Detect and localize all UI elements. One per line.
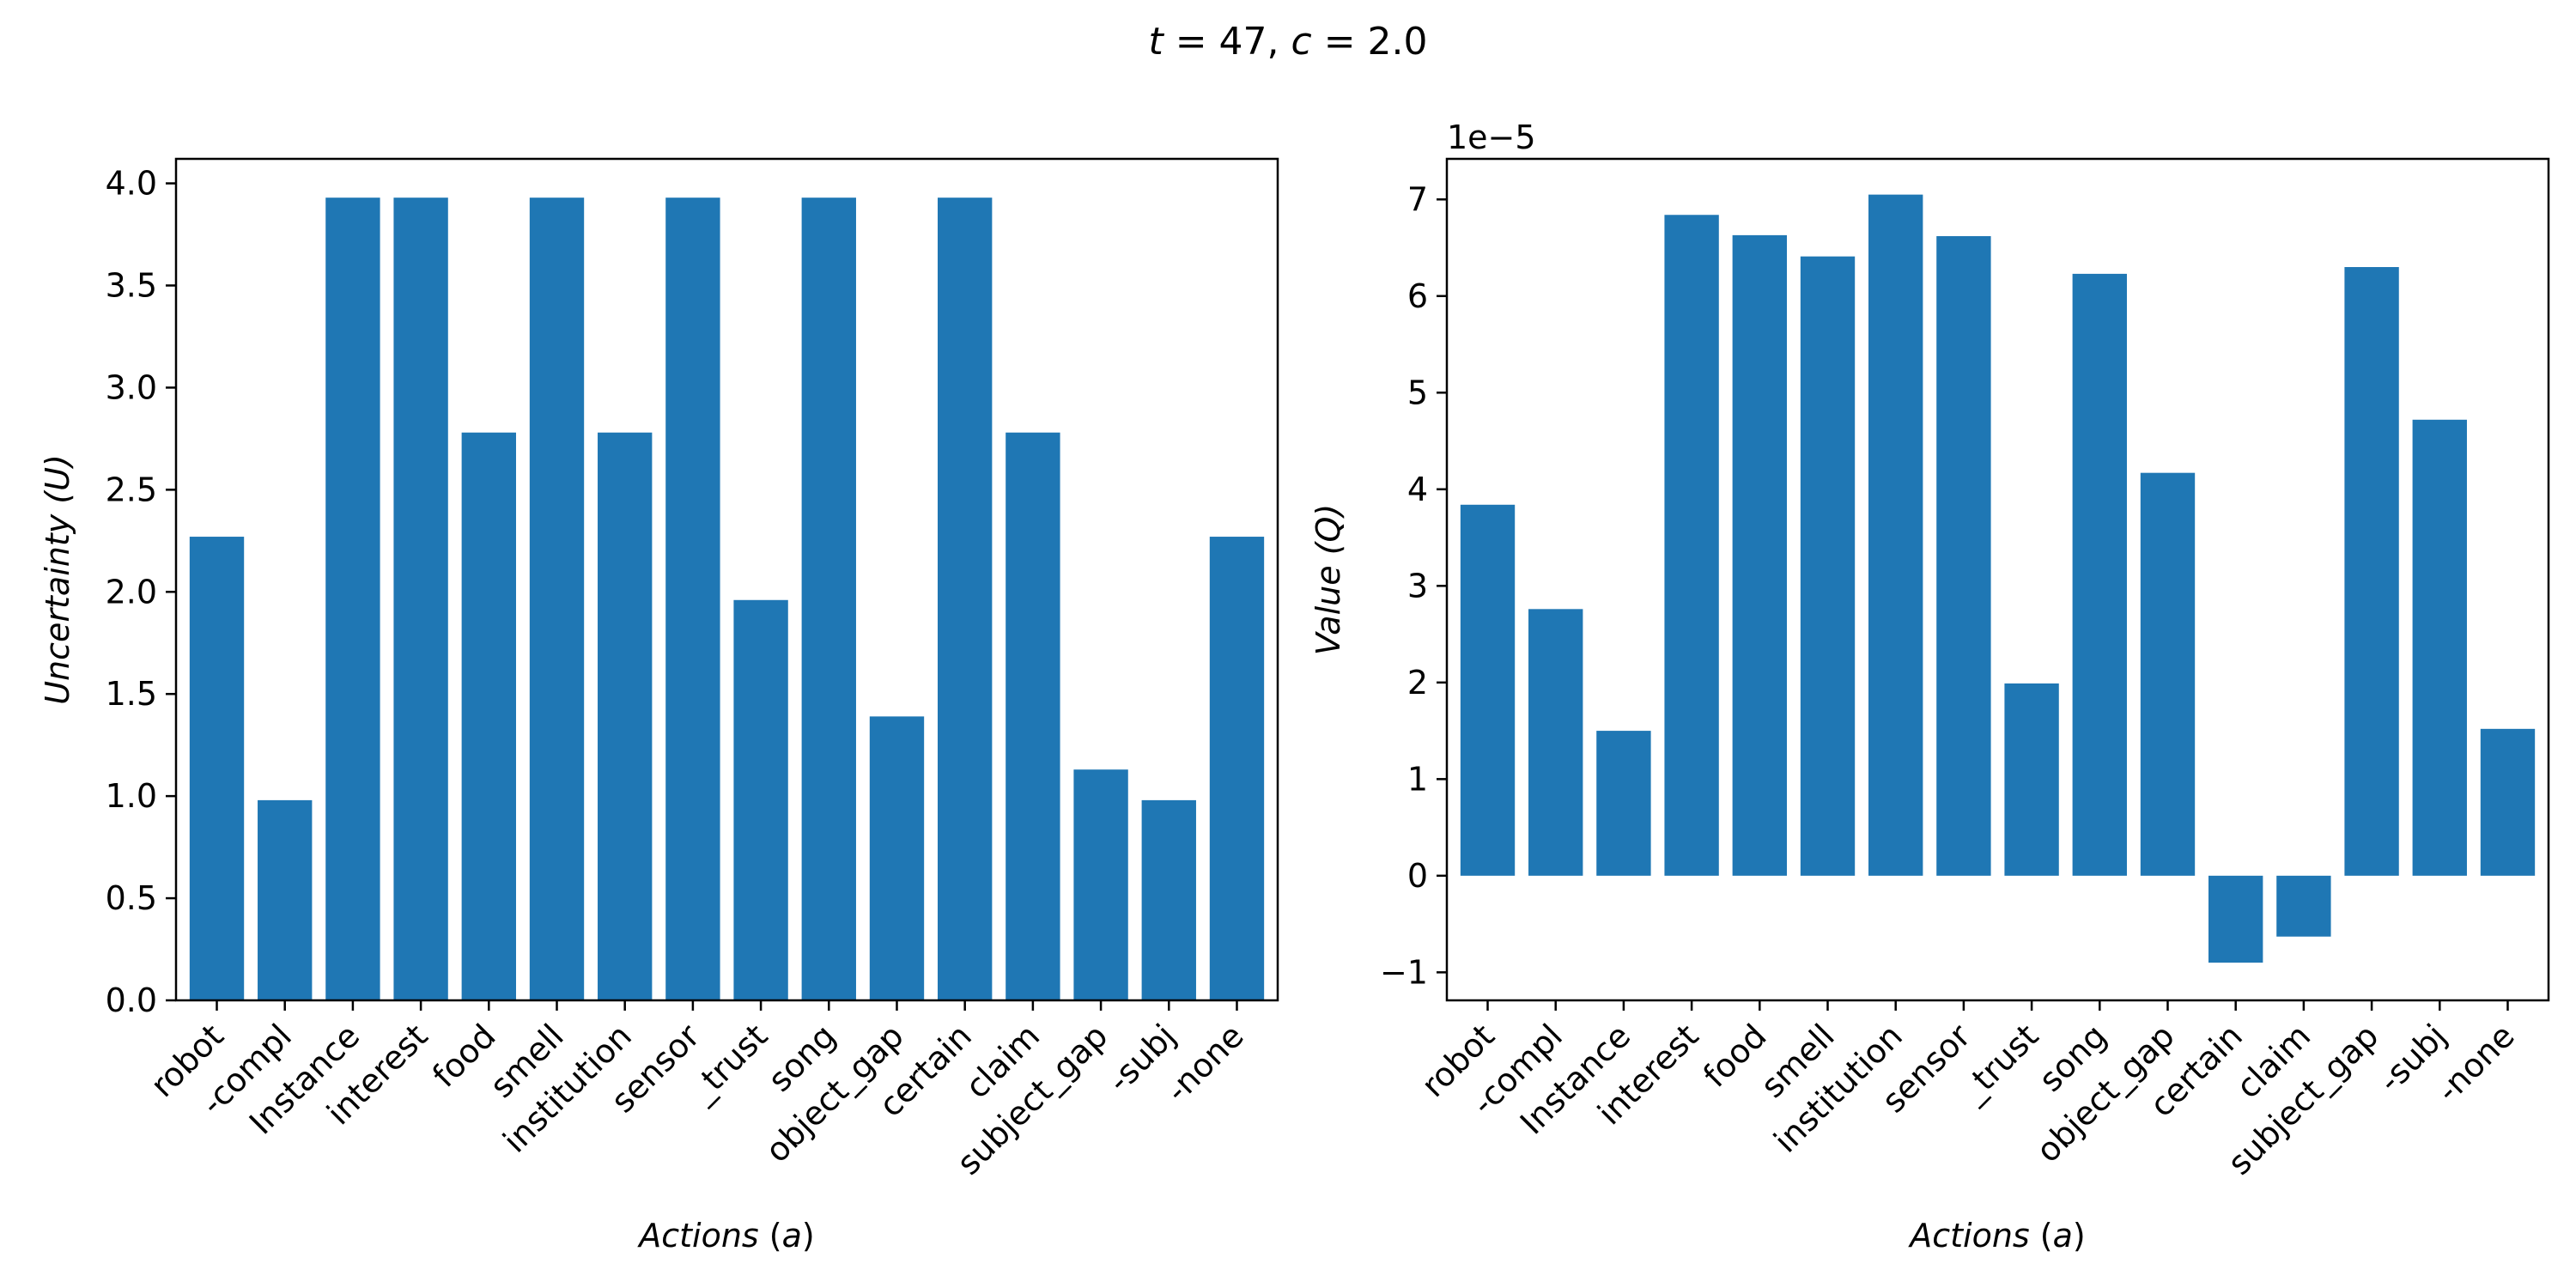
y-tick-label: 4.0 bbox=[106, 165, 157, 203]
y-axis-ticks: 0.0 0.5 1.0 1.5 2.0 2.5 3.0 3.5 4.0 bbox=[106, 165, 176, 1019]
y-tick-label: 2 bbox=[1407, 664, 1428, 702]
bar-song bbox=[2072, 273, 2127, 876]
y-axis-ticks: −1 0 1 2 3 4 5 6 7 bbox=[1380, 180, 1447, 991]
y-tick-label: 2.5 bbox=[106, 471, 157, 508]
x-axis-label: Actions (a) bbox=[1907, 1217, 2086, 1255]
bar-subject_gap bbox=[1073, 769, 1128, 1000]
bar-object_gap bbox=[2140, 472, 2196, 876]
y-tick-label: 5 bbox=[1407, 374, 1428, 411]
x-axis-label: Actions (a) bbox=[636, 1217, 815, 1255]
bar-food bbox=[1732, 234, 1787, 876]
y-tick-label: 1.0 bbox=[106, 777, 157, 815]
bar-smell bbox=[1800, 256, 1856, 876]
bar-smell bbox=[529, 197, 585, 1001]
bar-institution bbox=[1868, 194, 1923, 876]
y-tick-label: 0.0 bbox=[106, 981, 157, 1019]
y-tick-label: 3.5 bbox=[106, 266, 157, 304]
bar--compl bbox=[258, 799, 313, 1000]
bar--compl bbox=[1528, 609, 1583, 876]
plot-frame bbox=[1445, 157, 2550, 1002]
bar-Instance bbox=[325, 197, 380, 1001]
y-tick-label: 3.0 bbox=[106, 368, 157, 406]
y-tick-label: 1 bbox=[1407, 760, 1428, 798]
bar-subject_gap bbox=[2344, 267, 2399, 876]
bar-object_gap bbox=[869, 716, 925, 1000]
bar--none bbox=[2480, 728, 2536, 876]
bar-sensor bbox=[665, 197, 720, 1001]
bar--subj bbox=[2412, 419, 2467, 876]
bar-sensor bbox=[1936, 236, 1991, 876]
bar-food bbox=[461, 432, 516, 1000]
bar-robot bbox=[189, 537, 245, 1000]
y-tick-label: 3 bbox=[1407, 567, 1428, 605]
y-tick-label: 7 bbox=[1407, 180, 1428, 218]
bar-claim bbox=[2276, 875, 2331, 937]
y-axis-offset-text: 1e−5 bbox=[1447, 118, 1536, 156]
y-axis-label: Uncertainty (U) bbox=[39, 454, 76, 705]
bar-robot bbox=[1460, 504, 1516, 876]
y-tick-label: 0.5 bbox=[106, 879, 157, 917]
bar-interest bbox=[1664, 215, 1719, 876]
y-tick-label: 4 bbox=[1407, 471, 1428, 508]
plot-frame bbox=[174, 157, 1279, 1002]
y-tick-label: 1.5 bbox=[106, 675, 157, 713]
bar-series bbox=[189, 197, 1265, 1001]
bar-Instance bbox=[1596, 731, 1651, 876]
bar-_trust bbox=[733, 599, 788, 1000]
figure-suptitle: t = 47, c = 2.0 bbox=[1148, 20, 1427, 64]
bar-institution bbox=[598, 432, 653, 1000]
y-tick-label: 2.0 bbox=[106, 573, 157, 611]
bar-_trust bbox=[2004, 683, 2059, 876]
bar-certain bbox=[2208, 875, 2263, 963]
bar-series bbox=[1460, 194, 2536, 963]
bar-certain bbox=[938, 197, 993, 1001]
bar--none bbox=[1209, 537, 1265, 1000]
bar-interest bbox=[393, 197, 448, 1001]
bar-claim bbox=[1005, 432, 1060, 1000]
y-tick-label: 0 bbox=[1407, 857, 1428, 895]
bar--subj bbox=[1141, 799, 1196, 1000]
bar-song bbox=[801, 197, 856, 1001]
y-tick-label: −1 bbox=[1380, 953, 1428, 991]
y-tick-label: 6 bbox=[1407, 277, 1428, 315]
y-axis-label: Value (Q) bbox=[1309, 504, 1347, 656]
